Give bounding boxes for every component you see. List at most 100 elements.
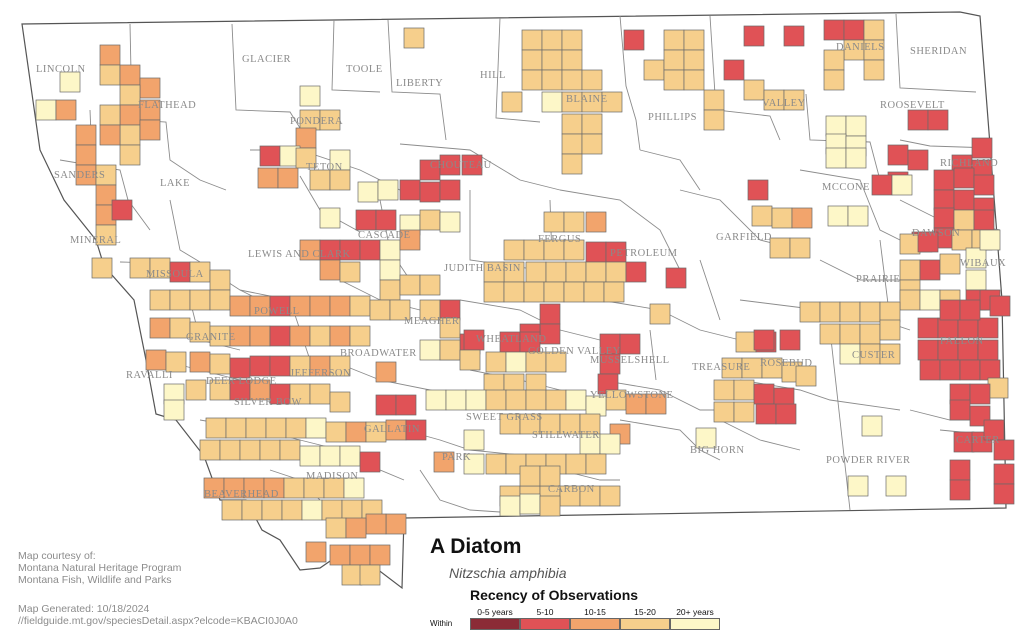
observation-cell xyxy=(839,301,861,323)
observation-cell xyxy=(379,239,401,261)
observation-cell xyxy=(733,379,755,401)
observation-cell xyxy=(525,389,547,411)
county-label: BIG HORN xyxy=(690,445,744,456)
observation-cell xyxy=(319,445,341,467)
observation-cell xyxy=(561,69,583,91)
observation-cell xyxy=(949,459,971,481)
observation-cell xyxy=(959,299,981,321)
county-label: CARTER xyxy=(956,435,1000,446)
observation-cell xyxy=(891,174,913,196)
observation-cell xyxy=(149,317,171,339)
observation-cell xyxy=(565,453,587,475)
observation-cell xyxy=(703,109,725,131)
observation-cell xyxy=(55,99,77,121)
observation-cell xyxy=(91,257,113,279)
observation-cell xyxy=(199,439,221,461)
observation-cell xyxy=(545,351,567,373)
legend-swatch-10-15 xyxy=(570,618,620,630)
observation-cell xyxy=(343,477,365,499)
observation-cell xyxy=(169,289,191,311)
observation-cell xyxy=(563,281,585,303)
observation-cell xyxy=(823,49,845,71)
observation-cell xyxy=(483,281,505,303)
observation-cell xyxy=(585,453,607,475)
observation-cell xyxy=(863,59,885,81)
observation-cell xyxy=(953,209,975,231)
county-label: MADISON xyxy=(306,471,359,482)
observation-cell xyxy=(305,417,327,439)
observation-cell xyxy=(743,79,765,101)
legend-label: 20+ years xyxy=(676,607,714,617)
observation-cell xyxy=(503,239,525,261)
county-label: MCCONE xyxy=(822,182,870,193)
observation-cell xyxy=(713,379,735,401)
observation-cell xyxy=(521,49,543,71)
observation-cell xyxy=(769,237,791,259)
observation-cell xyxy=(205,417,227,439)
county-label: POWELL xyxy=(254,306,300,317)
observation-cell xyxy=(561,133,583,155)
observation-cell xyxy=(623,29,645,51)
observation-cell xyxy=(539,465,561,487)
observation-cell xyxy=(965,247,987,269)
observation-cell xyxy=(145,349,167,371)
observation-cell xyxy=(377,179,399,201)
observation-cell xyxy=(957,317,979,339)
observation-cell xyxy=(349,295,371,317)
observation-cell xyxy=(933,189,955,211)
legend-swatch-20-plus xyxy=(670,618,720,630)
observation-cell xyxy=(563,211,585,233)
legend-label: 5-10 xyxy=(536,607,554,617)
observation-cell xyxy=(825,115,847,137)
observation-cell xyxy=(969,383,991,405)
observation-cell xyxy=(519,493,541,515)
observation-cell xyxy=(917,231,939,253)
observation-cell xyxy=(601,91,623,113)
observation-cell xyxy=(385,513,407,535)
observation-cell xyxy=(907,149,929,171)
legend-item-5-10: 5-10 xyxy=(520,607,570,630)
observation-cell xyxy=(973,174,995,196)
observation-cell xyxy=(585,241,607,263)
observation-cell xyxy=(989,295,1011,317)
map-title: A Diatom xyxy=(430,535,522,558)
observation-cell xyxy=(603,281,625,303)
observation-cell xyxy=(541,29,563,51)
county-label: POWDER RIVER xyxy=(826,455,910,466)
observation-cell xyxy=(163,399,185,421)
observation-cell xyxy=(599,485,621,507)
county-label: CASCADE xyxy=(358,230,411,241)
generated-date: Map Generated: 10/18/2024 xyxy=(18,603,150,615)
county-label: RICHLAND xyxy=(940,158,998,169)
observation-cell xyxy=(341,564,363,586)
observation-cell xyxy=(599,433,621,455)
observation-cell xyxy=(319,207,341,229)
observation-cell xyxy=(753,329,775,351)
observation-cell xyxy=(827,205,849,227)
observation-cell xyxy=(871,174,893,196)
observation-cell xyxy=(539,303,561,325)
species-url[interactable]: //fieldguide.mt.gov/speciesDetail.aspx?e… xyxy=(18,615,298,627)
observation-cell xyxy=(523,281,545,303)
observation-cells xyxy=(35,19,1015,586)
observation-cell xyxy=(619,333,641,355)
observation-cell xyxy=(165,351,187,373)
observation-cell xyxy=(713,401,735,423)
observation-cell xyxy=(119,64,141,86)
observation-cell xyxy=(389,299,411,321)
observation-cell xyxy=(743,25,765,47)
observation-cell xyxy=(503,281,525,303)
county-label: CUSTER xyxy=(852,350,895,361)
observation-cell xyxy=(111,199,133,221)
observation-cell xyxy=(965,269,987,291)
legend: 0-5 years 5-10 10-15 15-20 20+ years xyxy=(470,607,720,630)
observation-cell xyxy=(301,499,323,521)
observation-cell xyxy=(683,29,705,51)
observation-cell xyxy=(189,289,211,311)
observation-cell xyxy=(325,517,347,539)
observation-cell xyxy=(309,325,331,347)
credit-line-3: Montana Fish, Wildlife and Parks xyxy=(18,574,172,586)
observation-cell xyxy=(565,261,587,283)
observation-cell xyxy=(359,451,381,473)
observation-cell xyxy=(329,295,351,317)
